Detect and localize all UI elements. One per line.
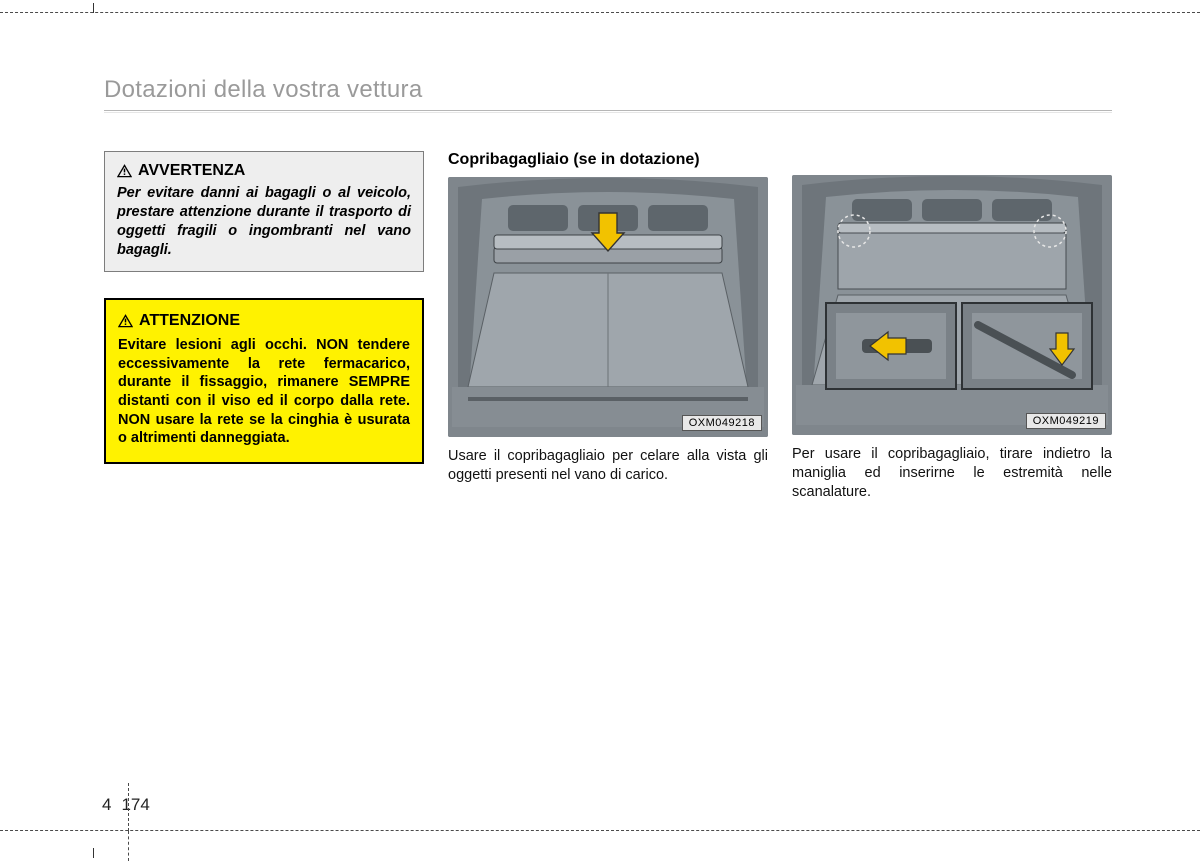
figure-1-caption: Usare il copribagagliaio per celare alla…	[448, 447, 768, 485]
warning-triangle-icon	[117, 164, 132, 178]
section-heading: Copribagagliaio (se in dotazione)	[448, 151, 768, 169]
chapter-number: 4	[102, 795, 111, 814]
warning-box: AVVERTENZA Per evitare danni ai bagagli …	[104, 151, 424, 272]
figure-1: OXM049218	[448, 177, 768, 437]
page-num: 174	[121, 795, 149, 814]
column-1: AVVERTENZA Per evitare danni ai bagagli …	[104, 151, 424, 502]
trim-line-vert	[128, 831, 129, 861]
spacer	[792, 151, 1112, 175]
warning-body: Per evitare danni ai bagagli o al veicol…	[117, 184, 411, 259]
figure-2-illustration	[792, 175, 1112, 435]
cropmark	[93, 848, 94, 858]
figure-1-code: OXM049218	[682, 415, 762, 431]
page-number: 4 174	[102, 795, 150, 815]
figure-2-caption: Per usare il copribagagliaio, tirare ind…	[792, 445, 1112, 502]
column-3: OXM049219 Per usare il copribagagliaio, …	[792, 151, 1112, 502]
figure-1-illustration	[448, 177, 768, 437]
title-divider	[104, 110, 1112, 111]
caution-box: ATTENZIONE Evitare lesioni agli occhi. N…	[104, 298, 424, 463]
manual-page: Dotazioni della vostra vettura AVVERTENZ…	[0, 0, 1200, 861]
chapter-title: Dotazioni della vostra vettura	[104, 76, 1112, 104]
trim-line-bottom	[0, 830, 1200, 831]
caution-body: Evitare lesioni agli occhi. NON tendere …	[118, 336, 410, 447]
warning-heading: AVVERTENZA	[117, 162, 411, 180]
column-2: Copribagagliaio (se in dotazione)	[448, 151, 768, 502]
figure-2: OXM049219	[792, 175, 1112, 435]
trim-line-top	[0, 12, 1200, 13]
caution-heading: ATTENZIONE	[118, 312, 410, 330]
trim-line-vert-2	[128, 783, 129, 831]
figure-2-code: OXM049219	[1026, 413, 1106, 429]
content-columns: AVVERTENZA Per evitare danni ai bagagli …	[104, 151, 1112, 502]
caution-heading-text: ATTENZIONE	[139, 312, 240, 330]
caution-triangle-icon	[118, 314, 133, 328]
warning-heading-text: AVVERTENZA	[138, 162, 245, 180]
